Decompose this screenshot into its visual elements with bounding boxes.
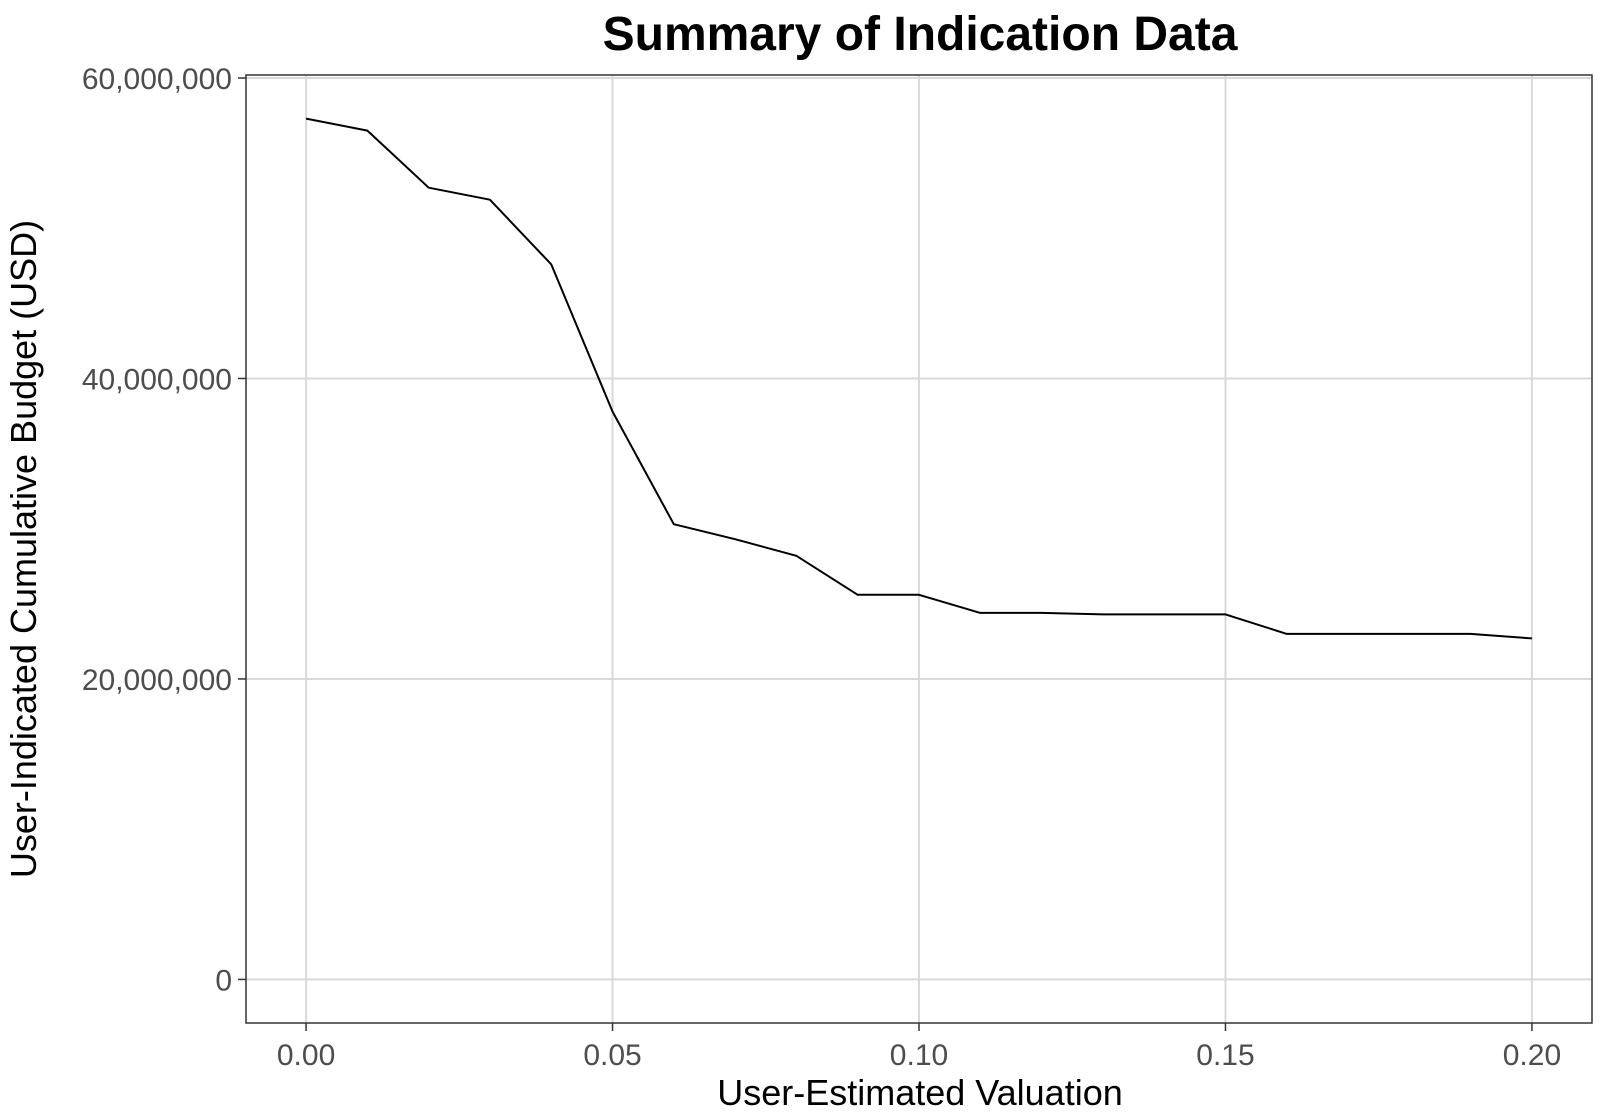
axis-ticks: 0.00 0.05 0.10 0.15 0.20 0 20,000,000 40,000,00… [82, 63, 1561, 1072]
gridlines [246, 75, 1592, 1023]
y-tick-label: 60,000,000 [82, 63, 232, 96]
series-line [305, 117, 1532, 640]
data-series [305, 117, 1532, 640]
chart-title: Summary of Indication Data [603, 8, 1238, 61]
y-tick-label: 0 [215, 964, 232, 997]
x-tick-label: 0.05 [583, 1039, 641, 1072]
y-tick-label: 20,000,000 [82, 664, 232, 697]
x-tick-label: 0.20 [1503, 1039, 1561, 1072]
x-axis-title: User-Estimated Valuation [717, 1072, 1123, 1113]
x-tick-label: 0.00 [277, 1039, 335, 1072]
x-tick-label: 0.15 [1196, 1039, 1254, 1072]
y-tick-label: 40,000,000 [82, 363, 232, 396]
x-tick-label: 0.10 [890, 1039, 948, 1072]
y-axis-title: User-Indicated Cumulative Budget (USD) [3, 220, 44, 878]
